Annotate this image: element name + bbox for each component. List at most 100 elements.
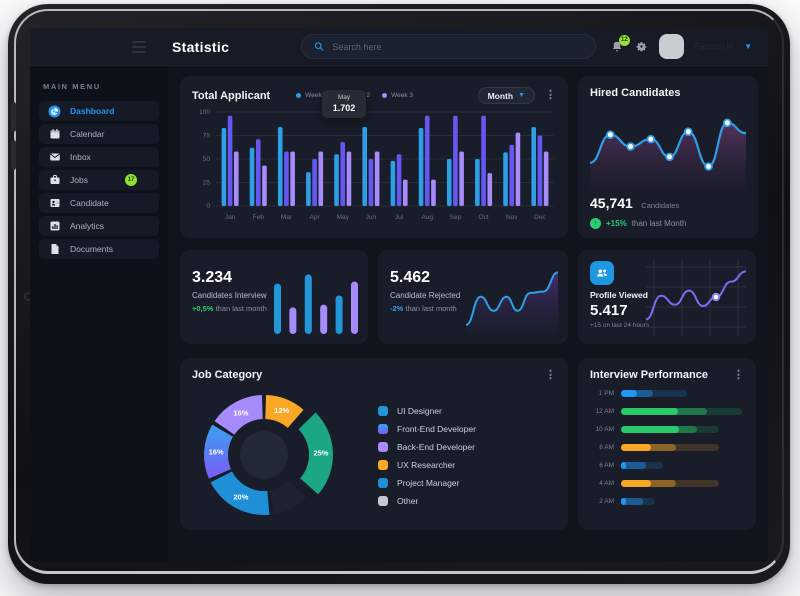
sidebar-item-candidate[interactable]: Candidate xyxy=(39,193,159,213)
sidebar-item-label: Inbox xyxy=(70,152,91,162)
documents-icon xyxy=(48,243,61,256)
legend-week1: Week 1 xyxy=(296,92,327,99)
legend-label: Project Manager xyxy=(397,478,460,488)
notification-badge: 12 xyxy=(618,34,630,46)
sidebar-item-documents[interactable]: Documents xyxy=(39,239,159,259)
kebab-menu-icon[interactable]: ⋮ xyxy=(545,89,556,101)
total-applicant-title: Total Applicant xyxy=(192,89,271,102)
job-category-title: Job Category xyxy=(192,369,263,381)
legend-swatch xyxy=(378,478,388,488)
svg-text:Oct: Oct xyxy=(479,214,489,221)
svg-text:75: 75 xyxy=(203,133,211,140)
legend-item: UI Designer xyxy=(378,406,476,416)
menu-icon[interactable] xyxy=(132,40,146,53)
sidebar-section-label: MAIN MENU xyxy=(43,82,101,91)
performance-bars: 1 PM 12 AM 10 AM 8 AM 6 AM 4 AM 2 AM xyxy=(590,390,744,505)
arrow-up-icon: ↑ xyxy=(590,218,601,229)
svg-text:Mar: Mar xyxy=(281,214,293,221)
rejected-label: Candidate Rejected xyxy=(390,291,461,300)
performance-bar xyxy=(621,498,744,505)
hired-candidates-chart xyxy=(590,118,746,191)
profile-title: Profile Viewed xyxy=(590,290,648,300)
search-input[interactable] xyxy=(332,41,584,52)
legend-item: Back-End Developer xyxy=(378,442,476,452)
svg-text:Apr: Apr xyxy=(310,214,321,221)
svg-text:25%: 25% xyxy=(313,449,328,458)
sidebar-item-inbox[interactable]: Inbox xyxy=(39,147,159,167)
user-name: Fandom M xyxy=(694,42,734,51)
sidebar-item-label: Calendar xyxy=(70,129,105,139)
svg-text:May: May xyxy=(337,214,350,221)
kebab-menu-icon[interactable]: ⋮ xyxy=(545,368,556,381)
legend-swatch xyxy=(378,460,388,470)
performance-row: 1 PM xyxy=(590,390,744,397)
svg-text:16%: 16% xyxy=(209,447,224,456)
gear-icon[interactable] xyxy=(635,40,648,53)
rejected-delta: -2% xyxy=(390,304,404,313)
legend-swatch xyxy=(378,496,388,506)
svg-text:25: 25 xyxy=(203,180,211,187)
sidebar-menu: Dashboard Calendar Inbox Jobs 17 Candidate Ana… xyxy=(30,101,168,259)
legend-week3: Week 3 xyxy=(382,92,413,99)
candidate-rejected-card: 5.462 Candidate Rejected -2% than last m… xyxy=(378,250,568,344)
period-dropdown[interactable]: Month ▼ xyxy=(477,87,535,104)
volume-up-button xyxy=(11,102,16,132)
chevron-down-icon[interactable]: ▼ xyxy=(744,42,752,51)
interview-performance-title: Interview Performance xyxy=(590,369,708,381)
bar-segment xyxy=(621,462,663,469)
week3-dot xyxy=(382,93,388,98)
performance-bar xyxy=(621,408,744,415)
legend-label: Front-End Developer xyxy=(397,424,476,434)
candidates-interview-card: 3.234 Candidates Interview +0,5% than la… xyxy=(180,250,368,344)
frame-rim xyxy=(14,9,784,574)
avatar[interactable] xyxy=(658,34,684,59)
bar-segment xyxy=(621,462,646,469)
sidebar-item-dashboard[interactable]: Dashboard xyxy=(39,101,159,121)
job-category-legend: UI Designer Front-End Developer Back-End D… xyxy=(378,406,476,506)
inbox-icon xyxy=(48,151,61,164)
legend-label: UX Researcher xyxy=(397,460,456,470)
hired-candidates-card: Hired Candidates 45,741 Candidates ↑ +15… xyxy=(578,76,758,238)
hired-title: Hired Candidates xyxy=(590,87,681,99)
sidebar-item-label: Documents xyxy=(70,244,113,254)
sidebar-item-label: Jobs xyxy=(70,175,88,185)
svg-text:0: 0 xyxy=(206,203,210,210)
performance-bar xyxy=(621,462,744,469)
performance-bar xyxy=(621,480,744,487)
volume-down-button xyxy=(11,140,16,170)
interview-mini-chart xyxy=(274,274,358,334)
time-label: 6 AM xyxy=(599,462,614,469)
svg-text:Jun: Jun xyxy=(366,214,377,221)
tablet-frame: Statistic 12 xyxy=(8,4,790,584)
sidebar-item-jobs[interactable]: Jobs 17 xyxy=(39,170,159,190)
job-category-card: Job Category ⋮ 12% 25% 20% 16% 16% UI Design… xyxy=(180,358,568,530)
job-category-donut-chart: 12% 25% 20% 16% 16% xyxy=(204,395,333,515)
svg-text:Aug: Aug xyxy=(421,214,433,221)
performance-row: 4 AM xyxy=(590,480,744,487)
notifications-button[interactable]: 12 xyxy=(610,34,630,54)
performance-row: 8 AM xyxy=(590,444,744,451)
svg-text:Jan: Jan xyxy=(225,214,236,221)
bar-segment xyxy=(621,390,637,397)
sidebar-item-analytics[interactable]: Analytics xyxy=(39,216,159,236)
time-label: 12 AM xyxy=(595,408,614,415)
sidebar-item-calendar[interactable]: Calendar xyxy=(39,124,159,144)
legend-item: Project Manager xyxy=(378,478,476,488)
legend-swatch xyxy=(378,406,388,416)
rejected-value: 5.462 xyxy=(390,269,431,286)
legend-item: Front-End Developer xyxy=(378,424,476,434)
time-label: 4 AM xyxy=(599,480,614,487)
sidebar: MAIN MENU Dashboard Calendar Inbox Jobs 17 Ca… xyxy=(30,66,168,562)
kebab-menu-icon[interactable]: ⋮ xyxy=(733,368,744,381)
sidebar-item-label: Candidate xyxy=(70,198,109,208)
calendar-icon xyxy=(48,128,61,141)
time-label: 2 AM xyxy=(599,498,614,505)
svg-text:Feb: Feb xyxy=(253,214,265,221)
performance-row: 6 AM xyxy=(590,462,744,469)
performance-bar xyxy=(621,444,744,451)
legend-item: UX Researcher xyxy=(378,460,476,470)
sidebar-item-label: Analytics xyxy=(70,221,105,231)
bar-segment xyxy=(621,426,679,433)
performance-row: 2 AM xyxy=(590,498,744,505)
search-bar[interactable] xyxy=(301,34,597,59)
